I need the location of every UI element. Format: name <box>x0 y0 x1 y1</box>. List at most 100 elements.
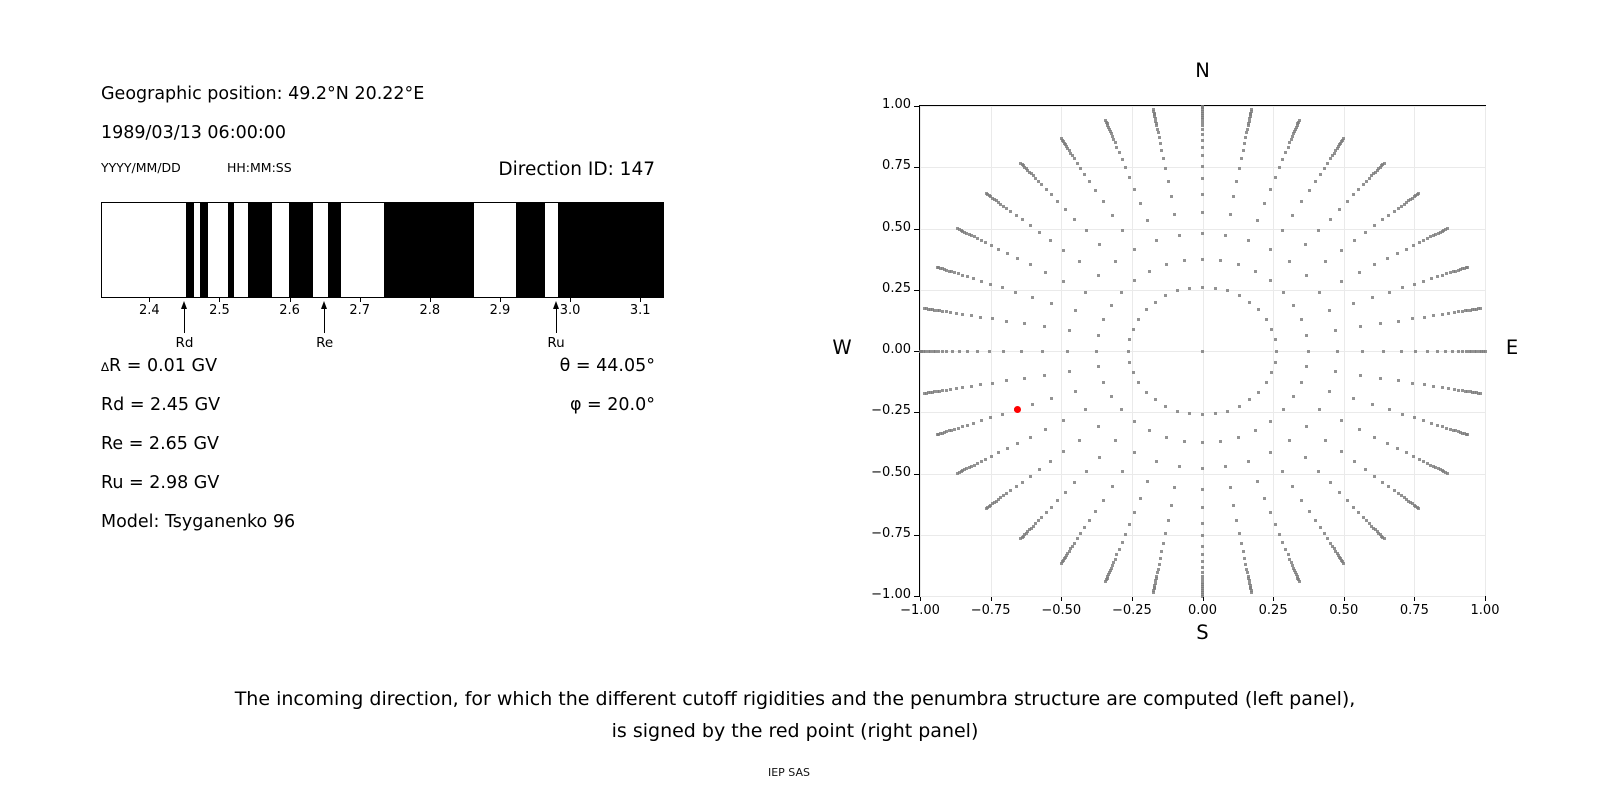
direction-dot <box>1426 236 1430 240</box>
direction-xtick-mark <box>1061 597 1063 601</box>
direction-dot <box>1452 388 1456 391</box>
direction-ytick-mark <box>914 534 919 536</box>
gridline-horizontal <box>920 228 1485 230</box>
direction-dot <box>937 432 941 436</box>
direction-dot <box>1109 132 1113 136</box>
direction-dot <box>1479 392 1483 396</box>
direction-dot <box>1241 148 1245 152</box>
direction-dot <box>1342 561 1346 565</box>
direction-dot <box>1262 202 1266 206</box>
direction-dot <box>1417 506 1421 510</box>
direction-dot <box>1294 125 1298 129</box>
direction-dot <box>1109 303 1113 307</box>
direction-dot <box>1422 383 1426 387</box>
direction-dot <box>1328 481 1332 485</box>
direction-dot <box>1153 581 1157 585</box>
direction-dot <box>1152 589 1156 593</box>
direction-dot <box>1158 141 1162 145</box>
direction-dot <box>1154 459 1158 463</box>
direction-dot <box>1307 509 1311 513</box>
direction-dot <box>1443 471 1447 475</box>
direction-dot <box>1303 455 1307 459</box>
direction-dot <box>1075 161 1079 165</box>
direction-dot <box>1201 589 1204 593</box>
direction-dot <box>1477 349 1481 353</box>
direction-dot <box>930 390 934 394</box>
direction-dot <box>987 504 991 508</box>
direction-dot <box>1164 263 1168 267</box>
datetime-text: 1989/03/13 06:00:00 <box>101 123 287 143</box>
direction-dot <box>1270 327 1274 331</box>
direction-dot <box>1250 108 1254 112</box>
direction-dot <box>1467 349 1471 353</box>
direction-dot <box>1257 390 1261 394</box>
direction-dot <box>1188 412 1192 416</box>
direction-dot <box>1435 423 1439 427</box>
direction-dot <box>1112 137 1116 141</box>
direction-dot <box>1471 390 1475 394</box>
direction-dot <box>1029 435 1032 439</box>
direction-dot <box>1431 465 1435 469</box>
direction-dot <box>1120 541 1124 545</box>
direction-dot <box>1291 485 1295 489</box>
arrow-up-icon <box>321 301 328 309</box>
direction-xtick-label: −0.50 <box>1041 603 1082 618</box>
direction-dot <box>1300 318 1304 322</box>
rigidity-marker-label: Ru <box>547 335 565 351</box>
compass-east-label: E <box>1505 336 1519 359</box>
direction-dot <box>1409 197 1413 201</box>
direction-dot <box>1050 301 1054 305</box>
direction-dot <box>1117 547 1121 551</box>
direction-dot <box>1247 579 1251 583</box>
direction-dot <box>956 272 960 276</box>
direction-ytick-label: 0.75 <box>882 158 911 174</box>
direction-dot <box>1377 167 1381 171</box>
direction-dot <box>1317 469 1321 473</box>
direction-plot-area <box>918 104 1487 598</box>
direction-dot <box>1153 583 1157 587</box>
direction-dot <box>1243 557 1247 561</box>
direction-dot <box>938 389 942 393</box>
direction-dot <box>1201 587 1204 591</box>
direction-dot <box>1244 563 1248 567</box>
direction-dot <box>1284 547 1288 551</box>
direction-dot <box>1235 179 1239 183</box>
direction-dot <box>1402 496 1406 500</box>
direction-dot <box>1399 349 1403 353</box>
direction-dot <box>1392 210 1396 214</box>
direction-dot <box>1328 217 1332 221</box>
direction-dot <box>945 310 949 314</box>
direction-dot <box>999 202 1003 206</box>
direction-dot <box>1422 238 1426 242</box>
direction-dot <box>1293 568 1297 572</box>
direction-dot <box>1300 380 1304 384</box>
direction-ytick-mark <box>914 473 919 475</box>
direction-dot <box>953 427 957 431</box>
penumbra-xtick-label: 2.7 <box>349 303 371 318</box>
direction-dot <box>1036 519 1040 523</box>
direction-dot <box>1334 149 1338 153</box>
direction-dot <box>1404 451 1408 455</box>
direction-xtick-label: −1.00 <box>900 603 940 618</box>
direction-dot <box>1248 583 1252 587</box>
direction-dot <box>1407 499 1411 503</box>
direction-dot <box>986 505 990 509</box>
direction-dot <box>1336 349 1340 353</box>
direction-dot <box>1451 428 1455 432</box>
direction-dot <box>935 433 939 437</box>
direction-dot <box>1357 271 1361 275</box>
direction-dot <box>975 462 979 466</box>
direction-dot <box>931 349 935 353</box>
direction-dot <box>1247 577 1251 581</box>
direction-dot <box>1014 213 1018 217</box>
direction-dot <box>939 432 943 436</box>
direction-dot <box>1468 308 1472 312</box>
direction-dot <box>941 267 945 271</box>
direction-dot <box>1224 465 1228 469</box>
direction-dot <box>948 269 951 273</box>
direction-dot <box>1201 521 1204 525</box>
direction-dot <box>1201 192 1204 196</box>
direction-dot <box>1156 567 1160 571</box>
direction-dot <box>1062 418 1066 422</box>
direction-dot <box>1374 528 1378 532</box>
